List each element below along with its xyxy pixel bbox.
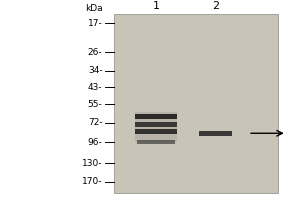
Ellipse shape	[155, 74, 158, 75]
Bar	[114, 14, 278, 193]
Text: 43-: 43-	[88, 83, 102, 92]
Ellipse shape	[223, 57, 226, 58]
Ellipse shape	[148, 116, 156, 118]
Bar	[136, 140, 175, 144]
Ellipse shape	[229, 32, 237, 34]
Ellipse shape	[256, 79, 264, 82]
Ellipse shape	[158, 186, 164, 187]
Ellipse shape	[153, 148, 162, 151]
Ellipse shape	[212, 66, 213, 67]
Ellipse shape	[235, 92, 242, 94]
Ellipse shape	[265, 32, 271, 34]
Text: 1: 1	[152, 1, 159, 11]
Ellipse shape	[129, 131, 138, 134]
Ellipse shape	[212, 191, 214, 192]
Bar	[199, 131, 232, 136]
Ellipse shape	[260, 148, 265, 149]
Ellipse shape	[171, 79, 178, 81]
Ellipse shape	[258, 108, 260, 109]
Ellipse shape	[188, 52, 190, 53]
Text: 26-: 26-	[88, 48, 102, 57]
Ellipse shape	[260, 79, 263, 81]
Ellipse shape	[161, 175, 168, 177]
Bar	[135, 112, 177, 142]
Ellipse shape	[197, 67, 201, 68]
Bar	[135, 122, 177, 127]
Text: kDa: kDa	[85, 4, 102, 13]
Text: 170-: 170-	[82, 177, 102, 186]
Ellipse shape	[221, 91, 223, 92]
Text: 72-: 72-	[88, 118, 102, 127]
Ellipse shape	[212, 168, 216, 169]
Ellipse shape	[152, 74, 160, 76]
Text: 34-: 34-	[88, 66, 102, 75]
Ellipse shape	[134, 104, 135, 105]
Ellipse shape	[112, 163, 118, 165]
Text: 130-: 130-	[82, 159, 102, 168]
Ellipse shape	[199, 159, 208, 162]
Ellipse shape	[162, 99, 167, 100]
Ellipse shape	[172, 22, 179, 24]
Ellipse shape	[112, 46, 119, 49]
Text: 2: 2	[212, 1, 219, 11]
Ellipse shape	[164, 59, 171, 61]
Ellipse shape	[263, 48, 269, 50]
Ellipse shape	[207, 105, 210, 106]
Ellipse shape	[166, 171, 175, 174]
Text: 55-: 55-	[88, 100, 102, 109]
Ellipse shape	[242, 158, 250, 161]
Ellipse shape	[120, 22, 130, 25]
Bar	[135, 129, 177, 134]
Ellipse shape	[174, 143, 182, 146]
Ellipse shape	[159, 96, 161, 97]
Ellipse shape	[118, 79, 122, 80]
Ellipse shape	[269, 147, 274, 149]
Bar	[135, 114, 177, 119]
Text: 17-: 17-	[88, 19, 102, 28]
Ellipse shape	[161, 134, 169, 136]
Text: 96-: 96-	[88, 138, 102, 147]
